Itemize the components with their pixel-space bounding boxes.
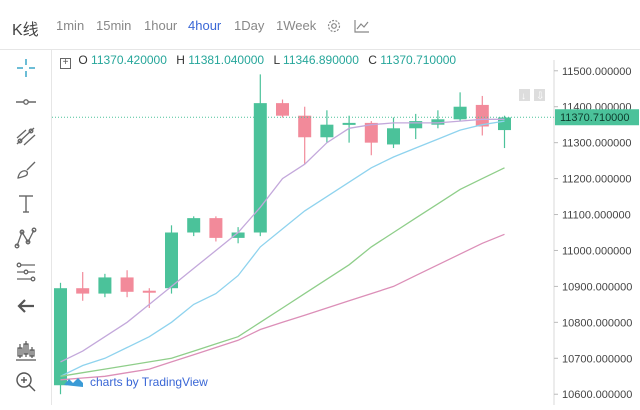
y-tick-label: 10800.000000 xyxy=(562,317,632,329)
candle-body xyxy=(253,103,267,233)
candle-body xyxy=(54,288,67,386)
chart-title: K线 xyxy=(12,22,39,39)
text-tool-icon[interactable] xyxy=(14,192,38,216)
moving-average-line xyxy=(60,167,505,377)
candle-body xyxy=(231,232,245,238)
chart-plot-area[interactable]: 11500.000000 11400.000000 11300.000000 1120… xyxy=(52,50,640,405)
price-chart[interactable]: 11500.00000011400.00000011300.0000001120… xyxy=(52,50,640,405)
horizontal-line-icon[interactable] xyxy=(14,90,38,114)
fibonacci-icon[interactable] xyxy=(14,260,38,284)
chart-toolbar: K线 1min 15min 1hour 4hour 1Day 1Week xyxy=(0,0,640,50)
moving-average-line xyxy=(60,118,505,363)
low-label: L xyxy=(273,53,280,67)
timeframe-1hour[interactable]: 1hour xyxy=(144,18,178,33)
candle-body xyxy=(409,121,423,129)
crosshair-icon[interactable] xyxy=(14,56,38,80)
timeframe-4hour[interactable]: 4hour xyxy=(188,18,222,33)
scroll-down-button[interactable] xyxy=(519,89,530,101)
indicators-icon[interactable] xyxy=(354,19,370,33)
drawing-toolbar xyxy=(0,50,52,405)
candle-body xyxy=(387,128,400,145)
y-tick-label: 11000.000000 xyxy=(562,245,632,257)
pattern-tool-icon[interactable] xyxy=(14,226,38,250)
candle-body xyxy=(165,232,178,289)
candle-body xyxy=(120,277,134,292)
y-tick-label: 11500.000000 xyxy=(562,66,632,78)
brush-icon[interactable] xyxy=(14,158,38,182)
candle-body xyxy=(320,124,334,138)
candlestick-chart-icon[interactable] xyxy=(14,338,38,362)
candle-body xyxy=(209,218,223,238)
y-tick-label: 10700.000000 xyxy=(562,353,632,365)
candle-body xyxy=(98,277,112,294)
timeframe-1week[interactable]: 1Week xyxy=(276,18,317,33)
candle-body xyxy=(475,104,489,127)
high-value: 11381.040000 xyxy=(188,53,265,67)
candle-body xyxy=(498,117,511,131)
settings-gear-icon[interactable] xyxy=(326,18,342,34)
low-value: 11346.890000 xyxy=(283,53,359,67)
tradingview-logo-icon xyxy=(64,378,83,387)
high-label: H xyxy=(176,53,185,67)
y-tick-label: 11100.000000 xyxy=(562,210,631,222)
last-price-tag xyxy=(555,109,639,126)
timeframe-1min[interactable]: 1min xyxy=(56,18,85,33)
expand-legend-icon[interactable]: + xyxy=(60,58,71,69)
scroll-end-button[interactable] xyxy=(534,89,545,101)
candle-body xyxy=(76,288,90,294)
moving-average-line xyxy=(60,120,505,377)
close-value: 11370.710000 xyxy=(380,53,457,67)
candle-body xyxy=(187,218,201,233)
timeframe-1day[interactable]: 1Day xyxy=(234,18,265,33)
trend-line-icon[interactable] xyxy=(14,124,38,148)
back-arrow-icon[interactable] xyxy=(14,294,38,318)
candle-body xyxy=(142,290,156,293)
open-value: 11370.420000 xyxy=(91,53,167,67)
y-tick-label: 11300.000000 xyxy=(562,138,632,150)
last-price-label: 11370.710000 xyxy=(560,112,630,124)
y-tick-label: 11200.000000 xyxy=(562,174,632,186)
scroll-down-arrow-icon: ↓ xyxy=(521,91,526,102)
tradingview-branding[interactable]: charts by TradingView xyxy=(90,375,208,389)
candle-body xyxy=(431,119,445,125)
close-label: C xyxy=(368,53,377,67)
zoom-in-icon[interactable] xyxy=(14,370,38,394)
candle-body xyxy=(364,122,378,143)
candle-body xyxy=(276,103,289,116)
open-label: O xyxy=(78,53,88,67)
timeframe-15min[interactable]: 15min xyxy=(96,18,132,33)
candle-body xyxy=(453,106,467,120)
candle-body xyxy=(342,122,356,125)
scroll-end-arrow-icon: ⇩ xyxy=(536,91,544,102)
candle-body xyxy=(298,115,312,138)
y-tick-label: 10600.000000 xyxy=(562,389,632,401)
moving-average-line xyxy=(60,233,505,381)
ohlc-legend: + O 11370.420000 H 11381.040000 L 11346.… xyxy=(60,53,457,69)
y-tick-label: 10900.000000 xyxy=(562,281,632,293)
